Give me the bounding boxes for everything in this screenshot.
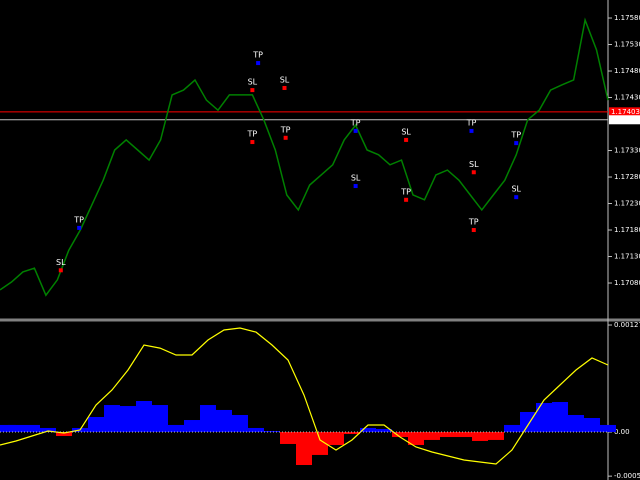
histogram-bar xyxy=(232,414,248,432)
signal-label: TP xyxy=(468,218,479,227)
signal-marker xyxy=(471,170,476,175)
histogram-bar xyxy=(136,401,152,432)
signal-label: SL xyxy=(56,258,66,267)
histogram-bar xyxy=(472,431,488,441)
y-tick-label: 1.17330 xyxy=(614,147,640,155)
signal-marker xyxy=(282,85,287,90)
histogram-bar xyxy=(456,431,472,438)
price-level-box xyxy=(609,115,640,125)
signal-marker xyxy=(250,88,255,93)
signal-marker xyxy=(353,128,358,133)
signal-marker xyxy=(471,228,476,233)
histogram-bar xyxy=(440,431,456,438)
signal-label: SL xyxy=(280,75,290,84)
y-tick-label: 1.17080 xyxy=(614,279,640,287)
signal-label: TP xyxy=(510,131,521,140)
signal-marker xyxy=(469,128,474,133)
y-tick-label: 1.17480 xyxy=(614,67,640,75)
histogram-bar xyxy=(424,431,440,440)
histogram-bar xyxy=(88,417,104,432)
histogram-bar xyxy=(168,424,184,432)
signal-label: TP xyxy=(466,118,477,127)
histogram-bar xyxy=(392,431,408,438)
signal-label: TP xyxy=(280,125,291,134)
histogram-bar xyxy=(120,406,136,432)
signal-label: SL xyxy=(248,78,258,87)
signal-marker xyxy=(256,61,261,66)
signal-label: TP xyxy=(252,51,263,60)
histogram-bar xyxy=(104,405,120,432)
histogram-bar xyxy=(216,409,232,432)
y-tick-label: -0.000527 xyxy=(614,472,640,480)
signal-line xyxy=(0,327,609,465)
signal-label: TP xyxy=(247,130,258,139)
signal-label: SL xyxy=(511,185,521,194)
histogram-bar xyxy=(504,424,520,432)
histogram-bar xyxy=(328,431,344,445)
histogram-bar xyxy=(408,431,424,445)
histogram-bar xyxy=(184,420,200,432)
y-tick-label: 1.17580 xyxy=(614,14,640,22)
y-tick-label: 1.17230 xyxy=(614,200,640,208)
histogram-bar xyxy=(488,431,504,440)
histogram-bar xyxy=(552,402,568,432)
histogram-bar xyxy=(296,431,312,466)
histogram-bar xyxy=(376,428,392,432)
histogram-bar xyxy=(200,405,216,432)
signal-marker xyxy=(58,268,63,273)
histogram-bar xyxy=(280,431,296,444)
price-level-label: 1.17403 xyxy=(611,108,640,116)
y-tick-label: 1.17430 xyxy=(614,94,640,102)
histogram-bar xyxy=(40,427,56,432)
signal-label: SL xyxy=(351,174,361,183)
histogram-bar xyxy=(600,424,616,432)
histogram-bar xyxy=(344,431,360,435)
signal-marker xyxy=(283,135,288,140)
histogram-bar xyxy=(360,427,376,432)
price-line xyxy=(0,17,609,297)
signal-marker xyxy=(404,197,409,202)
signal-label: SL xyxy=(401,127,411,136)
histogram-bar xyxy=(8,424,24,432)
signal-marker xyxy=(250,140,255,145)
signal-marker xyxy=(77,225,82,230)
y-tick-label: 0.00 xyxy=(614,428,630,436)
histogram-bar xyxy=(264,430,280,432)
histogram-bar xyxy=(24,424,40,432)
y-tick-label: 1.17530 xyxy=(614,41,640,49)
y-tick-label: 0.001277 xyxy=(614,321,640,329)
signal-marker xyxy=(404,137,409,142)
histogram-bar xyxy=(248,427,264,432)
signal-label: SL xyxy=(469,160,479,169)
signal-label: TP xyxy=(350,118,361,127)
price-level-box xyxy=(609,107,640,117)
signal-marker xyxy=(353,184,358,189)
y-tick-label: 1.17280 xyxy=(614,173,640,181)
y-tick-label: 1.17130 xyxy=(614,253,640,261)
y-tick-label: 1.17180 xyxy=(614,226,640,234)
histogram-bar xyxy=(152,405,168,432)
signal-marker xyxy=(514,195,519,200)
histogram-bar xyxy=(568,414,584,432)
signal-marker xyxy=(514,141,519,146)
histogram-bar xyxy=(312,431,328,455)
histogram-bar xyxy=(56,431,72,437)
signal-label: TP xyxy=(73,215,84,224)
histogram-bar xyxy=(584,418,600,432)
histogram-bar xyxy=(520,411,536,432)
histogram-bar xyxy=(536,403,552,432)
signal-label: TP xyxy=(400,187,411,196)
price-level-label: 1.17388 xyxy=(611,116,640,124)
